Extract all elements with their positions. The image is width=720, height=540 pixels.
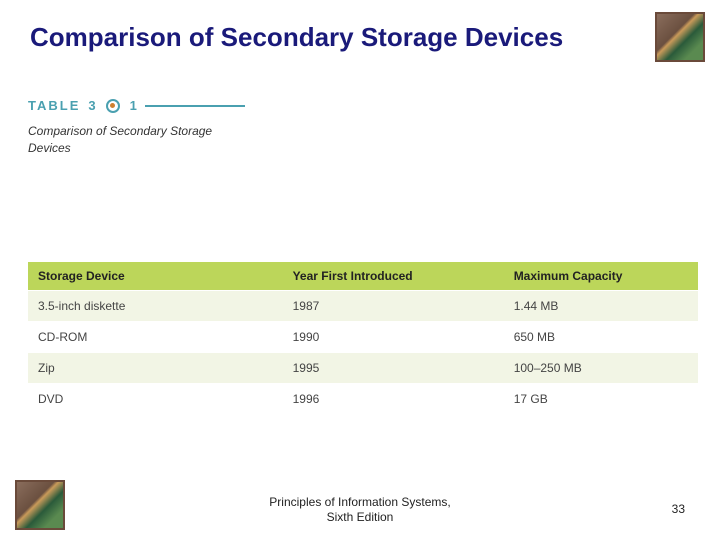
table-number-right: 1	[130, 98, 137, 113]
table-header-cell: Year First Introduced	[283, 262, 504, 291]
table-cell: 3.5-inch diskette	[28, 291, 283, 322]
table-label-bullet-icon	[106, 99, 120, 113]
footer-line-2: Sixth Edition	[327, 510, 394, 524]
table-cell: Zip	[28, 353, 283, 384]
table-cell: 100–250 MB	[504, 353, 698, 384]
table-header-cell: Storage Device	[28, 262, 283, 291]
table-cell: 650 MB	[504, 322, 698, 353]
decorative-tree-icon	[655, 12, 705, 62]
table-header-cell: Maximum Capacity	[504, 262, 698, 291]
table-number-left: 3	[88, 98, 95, 113]
slide-title: Comparison of Secondary Storage Devices	[30, 22, 563, 53]
table-cell: 1990	[283, 322, 504, 353]
decorative-tree-icon	[15, 480, 65, 530]
table-row: DVD 1996 17 GB	[28, 384, 698, 415]
footer-line-1: Principles of Information Systems,	[269, 495, 450, 509]
table-label-area: TABLE 3 1 Comparison of Secondary Storag…	[28, 98, 248, 157]
footer-text: Principles of Information Systems, Sixth…	[269, 495, 450, 526]
table-row: 3.5-inch diskette 1987 1.44 MB	[28, 291, 698, 322]
table-cell: 1.44 MB	[504, 291, 698, 322]
table-cell: 17 GB	[504, 384, 698, 415]
table-cell: 1987	[283, 291, 504, 322]
storage-comparison-table: Storage Device Year First Introduced Max…	[28, 262, 698, 415]
table-label-row: TABLE 3 1	[28, 98, 248, 113]
table-cell: DVD	[28, 384, 283, 415]
table-row: Zip 1995 100–250 MB	[28, 353, 698, 384]
table-header-row: Storage Device Year First Introduced Max…	[28, 262, 698, 291]
table-caption: Comparison of Secondary Storage Devices	[28, 123, 248, 157]
table-label-line	[145, 105, 245, 107]
table-cell: CD-ROM	[28, 322, 283, 353]
table-row: CD-ROM 1990 650 MB	[28, 322, 698, 353]
table-cell: 1995	[283, 353, 504, 384]
page-number: 33	[672, 502, 685, 516]
table-cell: 1996	[283, 384, 504, 415]
table-label-prefix: TABLE	[28, 98, 80, 113]
